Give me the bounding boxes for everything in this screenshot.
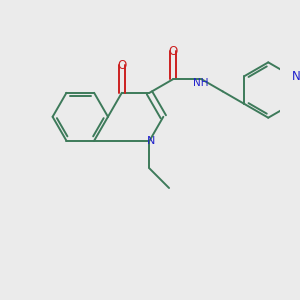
Text: O: O (169, 45, 178, 58)
Text: N: N (292, 70, 300, 83)
Text: N: N (147, 136, 155, 146)
Text: O: O (117, 58, 126, 72)
Text: NH: NH (194, 78, 209, 88)
